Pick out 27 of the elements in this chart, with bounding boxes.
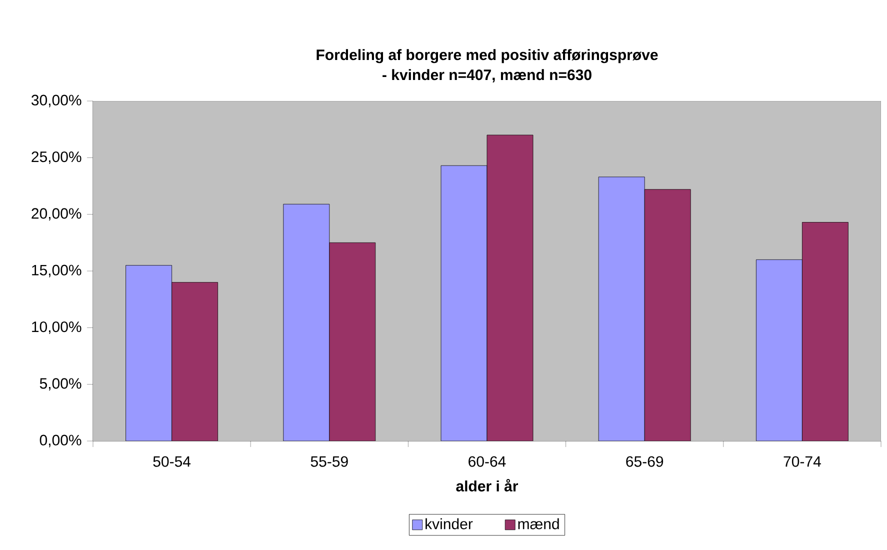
y-tick-label: 10,00%	[32, 321, 82, 334]
bar	[756, 259, 802, 441]
bar	[598, 176, 645, 441]
chart-title: Fordeling af borgere med positiv afføringsprøve	[316, 49, 658, 64]
y-tick-label: 25,00%	[32, 151, 82, 164]
x-axis-title: alder i år	[456, 479, 518, 492]
bar	[802, 222, 848, 441]
y-tick-label: 30,00%	[32, 94, 82, 108]
x-tick-label: 50-54	[153, 456, 191, 467]
bar	[329, 242, 376, 441]
legend-label: kvinder	[426, 518, 473, 530]
x-tick-label: 65-69	[626, 456, 664, 467]
y-tick-label: 0,00%	[40, 434, 82, 448]
x-tick-label: 55-59	[310, 456, 348, 467]
x-tick-label: 70-74	[784, 456, 821, 467]
y-tick-label: 20,00%	[32, 208, 82, 221]
bar	[126, 265, 172, 441]
legend-label: mænd	[518, 518, 559, 530]
bar	[441, 166, 488, 441]
bar	[487, 135, 534, 441]
x-tick-label: 60-64	[468, 456, 506, 467]
bar	[644, 189, 691, 441]
chart-subtitle: - kvinder n=407, mænd n=630	[382, 69, 592, 82]
bar	[172, 282, 218, 441]
bar	[283, 204, 330, 441]
y-tick-label: 15,00%	[32, 264, 82, 278]
y-tick-label: 5,00%	[40, 378, 82, 391]
